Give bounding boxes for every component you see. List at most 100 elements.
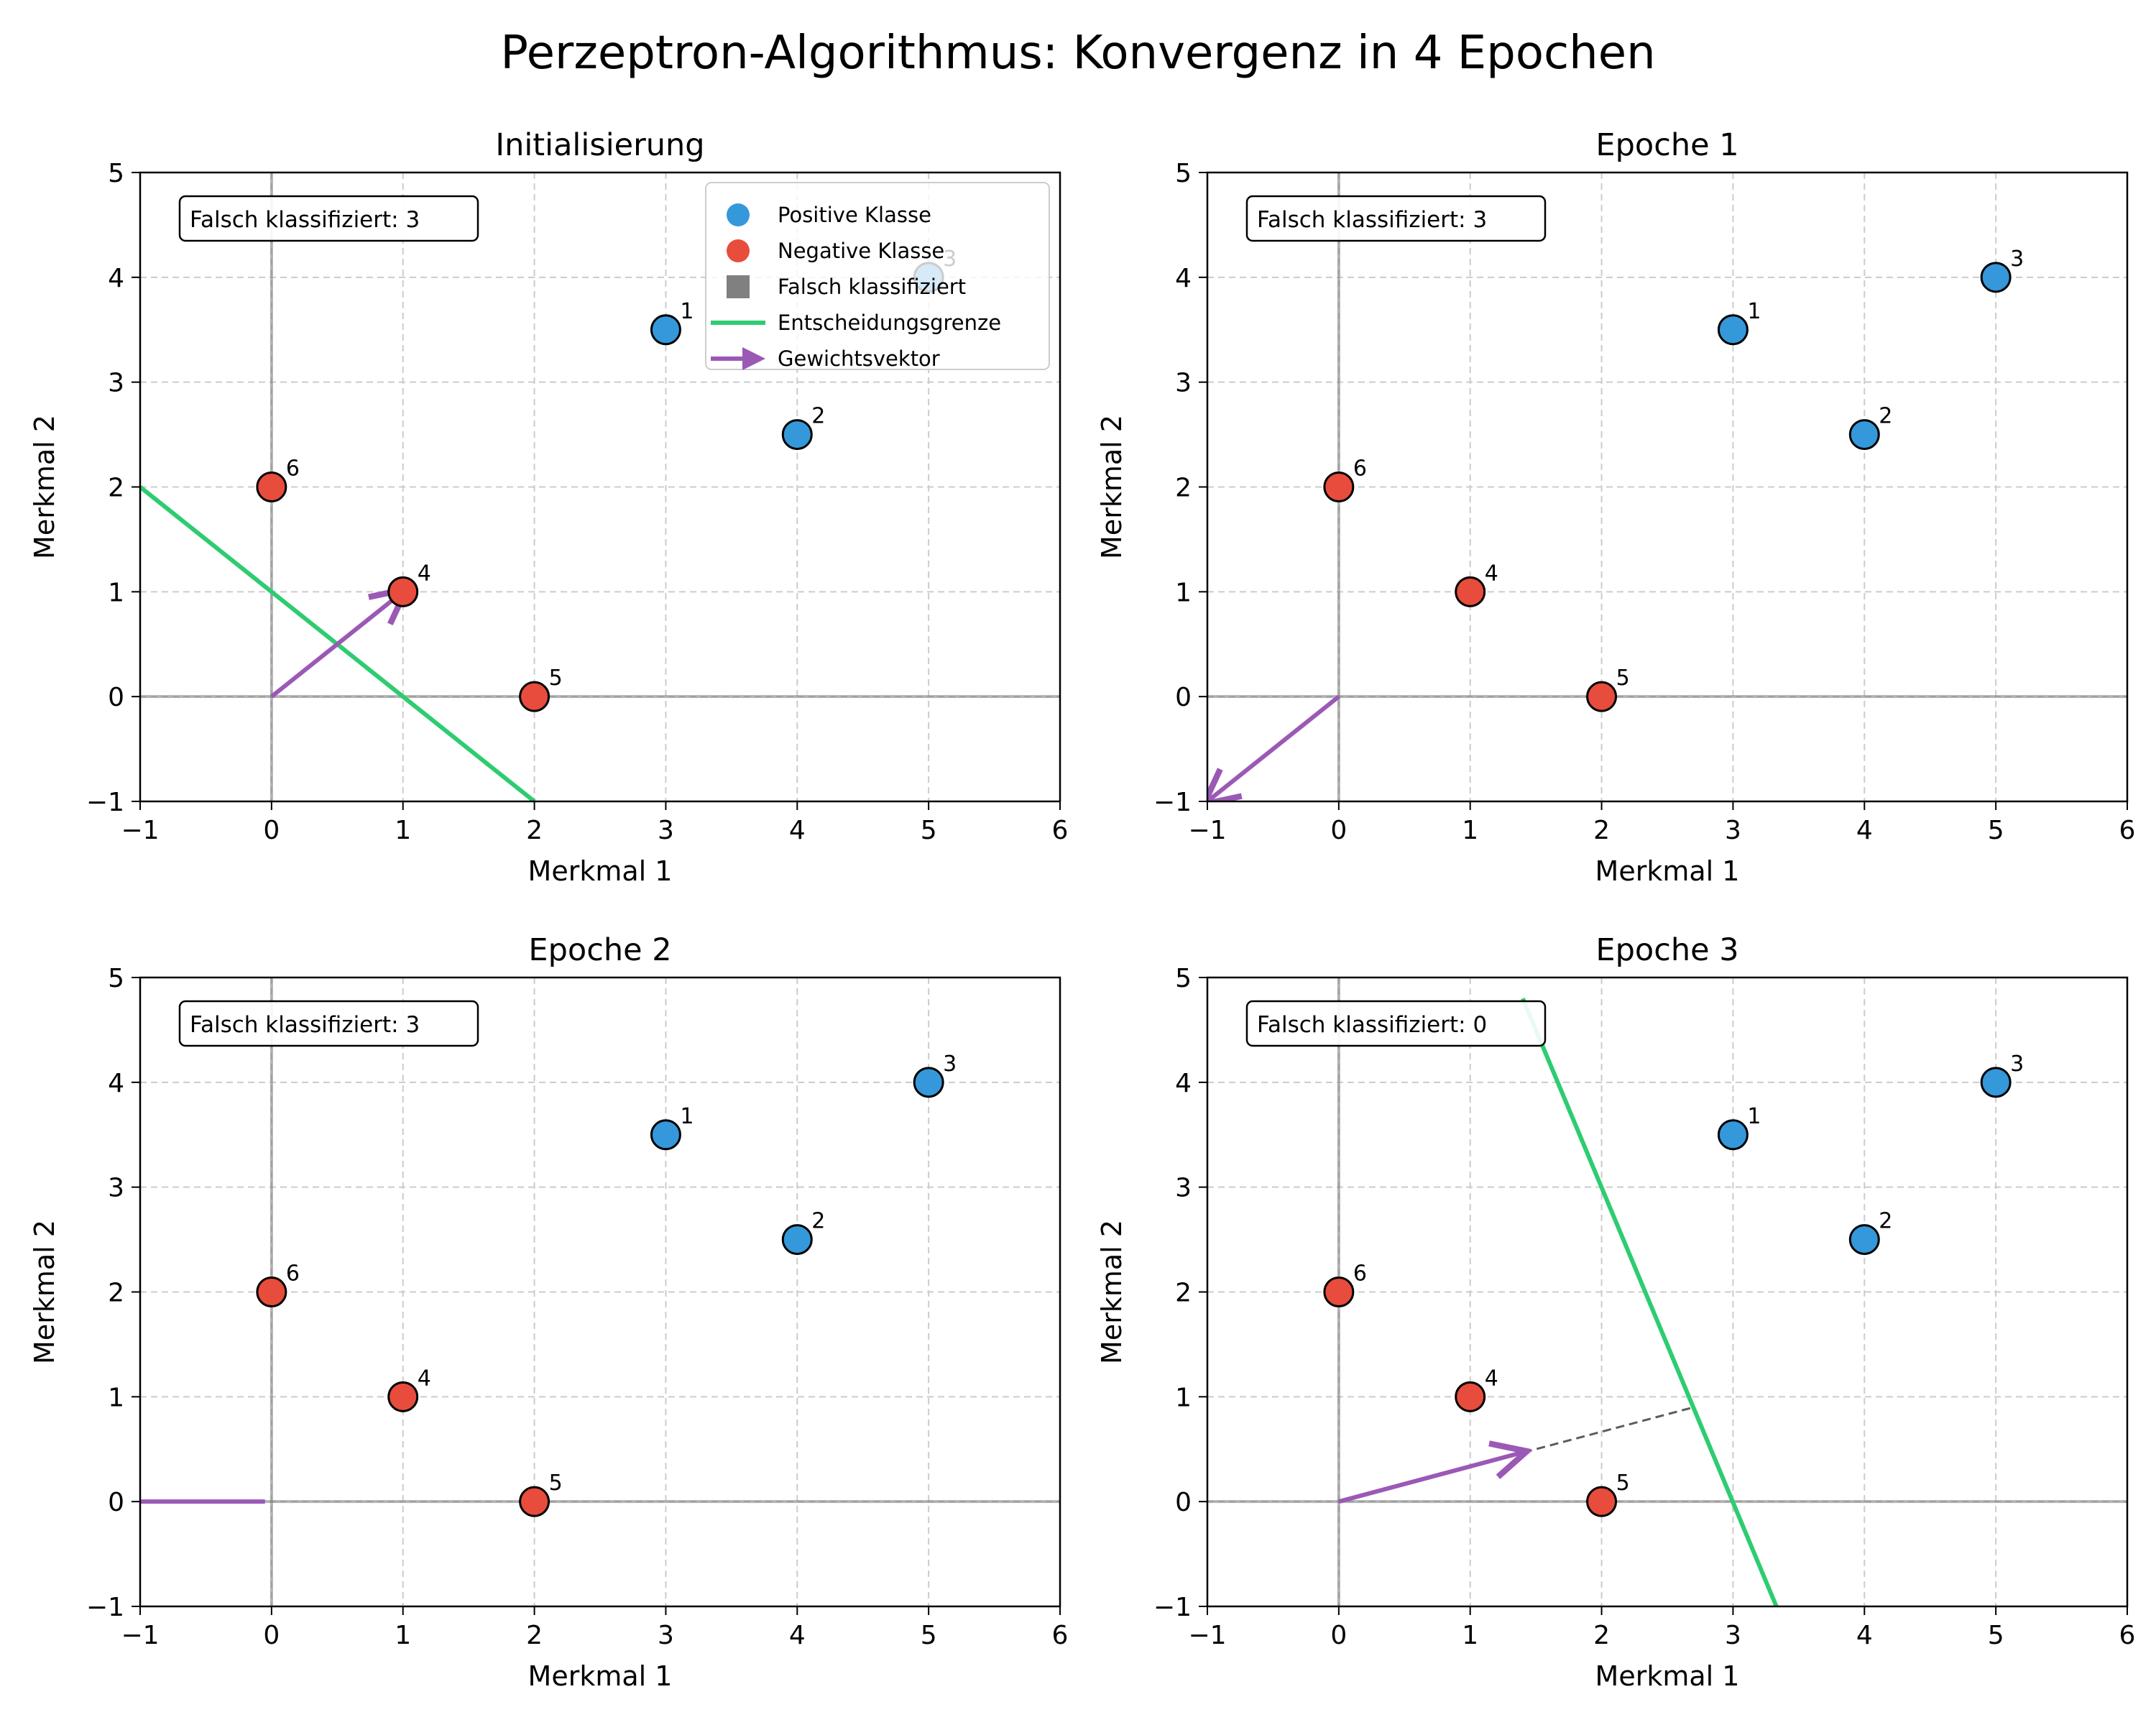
subplot-title: Epoche 3	[1595, 932, 1738, 968]
x-tick-label: 0	[1330, 816, 1347, 845]
legend: Positive Klasse Negative Klasse Falsch kla…	[705, 182, 1050, 371]
y-tick-label: 1	[1175, 1383, 1192, 1412]
data-point-3	[1980, 1067, 2012, 1098]
x-tick-label: 5	[921, 816, 937, 845]
x-tick-label: 5	[921, 1621, 937, 1650]
weight-vector-arrow	[1207, 694, 1340, 801]
point-label-2: 2	[1879, 1209, 1892, 1234]
data-point-5	[519, 681, 550, 712]
data-point-2	[781, 1224, 813, 1256]
y-tick-label: 3	[1175, 1174, 1192, 1203]
point-label-2: 2	[1879, 404, 1892, 429]
x-tick-label: −1	[121, 816, 159, 845]
misclassified-box	[178, 1000, 479, 1047]
point-label-2: 2	[811, 1209, 825, 1234]
x-tick-label: 6	[1052, 1621, 1069, 1650]
y-tick-label: 4	[108, 1069, 124, 1098]
data-point-1	[1717, 1119, 1749, 1151]
point-label-5: 5	[1616, 1471, 1630, 1496]
weight-vector-arrow	[1338, 1453, 1523, 1504]
plot-area: 1 2 3 4 5 6	[1207, 978, 2127, 1606]
subplot-3: 1 2 3 4 5 6 −1 0 1 2 3 4 5 6 −1 0 1 2 3 4 5 Epoche 2 Merkmal 1…	[29, 932, 1068, 1692]
point-label-4: 4	[1485, 1366, 1498, 1391]
point-label-6: 6	[286, 456, 300, 482]
data-point-2	[1848, 1224, 1880, 1256]
legend-negative-label: Negative Klasse	[778, 239, 944, 263]
y-tick-label: 1	[108, 1383, 124, 1412]
data-point-6	[1323, 472, 1355, 502]
x-tick-label: 2	[526, 1621, 543, 1650]
point-label-1: 1	[680, 1104, 694, 1129]
x-tick-label: 6	[1052, 816, 1069, 845]
point-label-1: 1	[1747, 299, 1761, 324]
data-point-6	[256, 1276, 287, 1307]
legend-weight-vector-label: Gewichtsvektor	[778, 346, 940, 371]
x-tick-label: 2	[1593, 1621, 1610, 1650]
data-point-5	[1586, 681, 1618, 712]
y-tick-label: 4	[1175, 264, 1192, 293]
x-tick-label: 3	[658, 816, 674, 845]
misclassified-count: Falsch klassifiziert: 3	[1257, 207, 1487, 233]
misclassified-box	[1245, 195, 1547, 242]
x-tick-label: 1	[395, 1621, 411, 1650]
misclassified-count: Falsch klassifiziert: 3	[190, 207, 420, 233]
x-tick-label: −1	[1188, 816, 1226, 845]
data-point-2	[781, 419, 813, 451]
y-tick-label: 2	[108, 474, 124, 503]
point-label-3: 3	[2010, 247, 2024, 272]
data-point-3	[913, 1067, 944, 1098]
point-label-4: 4	[418, 561, 431, 586]
point-label-4: 4	[418, 1366, 431, 1391]
x-tick-label: 4	[789, 1621, 806, 1650]
y-axis-label: Merkmal 2	[29, 1220, 60, 1364]
legend-positive-label: Positive Klasse	[778, 203, 931, 227]
subplot-title: Initialisierung	[495, 127, 704, 163]
y-tick-label: 0	[1175, 683, 1192, 712]
y-tick-label: 1	[1175, 578, 1192, 607]
x-tick-label: 4	[1856, 1621, 1873, 1650]
point-label-6: 6	[1353, 1261, 1367, 1287]
x-tick-label: −1	[1188, 1621, 1226, 1650]
misclassified-count: Falsch klassifiziert: 3	[190, 1012, 420, 1038]
y-axis-label: Merkmal 2	[29, 415, 60, 559]
x-tick-label: 6	[2119, 816, 2136, 845]
x-tick-label: 5	[1988, 816, 2004, 845]
data-point-4	[1455, 576, 1486, 607]
legend-frame	[705, 182, 1050, 370]
x-tick-label: 6	[2119, 1621, 2136, 1650]
weight-vector-arrow	[270, 592, 403, 699]
y-tick-label: 0	[1175, 1488, 1192, 1517]
data-point-2	[1848, 419, 1880, 451]
legend-misclassified-label: Falsch klassifiziert	[778, 275, 966, 299]
point-label-3: 3	[943, 1052, 957, 1077]
x-axis-label: Merkmal 1	[528, 855, 673, 887]
x-tick-label: 3	[1725, 816, 1741, 845]
point-label-5: 5	[549, 666, 563, 691]
y-tick-label: 2	[1175, 474, 1192, 503]
x-tick-label: 4	[1856, 816, 1873, 845]
legend-misclassified-marker	[727, 275, 750, 298]
data-point-3	[1980, 262, 2012, 293]
decision-boundary	[1521, 998, 1779, 1606]
misclassified-box	[1245, 1000, 1547, 1047]
x-tick-label: −1	[121, 1621, 159, 1650]
x-tick-label: 3	[1725, 1621, 1741, 1650]
y-tick-label: −1	[86, 788, 124, 817]
x-tick-label: 4	[789, 816, 806, 845]
misclassified-count: Falsch klassifiziert: 0	[1257, 1012, 1487, 1038]
point-label-1: 1	[1747, 1104, 1761, 1129]
y-tick-label: 5	[1175, 964, 1192, 993]
legend-boundary-label: Entscheidungsgrenze	[778, 310, 1001, 335]
y-tick-label: 0	[108, 683, 124, 712]
data-point-5	[1586, 1486, 1618, 1517]
x-axis-label: Merkmal 1	[1595, 855, 1740, 887]
point-label-3: 3	[2010, 1052, 2024, 1077]
y-tick-label: 1	[108, 578, 124, 607]
subplot-4: 1 2 3 4 5 6 −1 0 1 2 3 4 5 6 −1 0 1 2 3 4 5 Epoche 3 Merkmal 1…	[1096, 932, 2135, 1692]
data-point-5	[519, 1486, 550, 1517]
figure-title: Perzeptron-Algorithmus: Konvergenz in 4 …	[500, 27, 1655, 80]
legend-negative-marker	[727, 239, 750, 262]
data-point-1	[1717, 314, 1749, 346]
data-point-4	[1455, 1381, 1486, 1412]
